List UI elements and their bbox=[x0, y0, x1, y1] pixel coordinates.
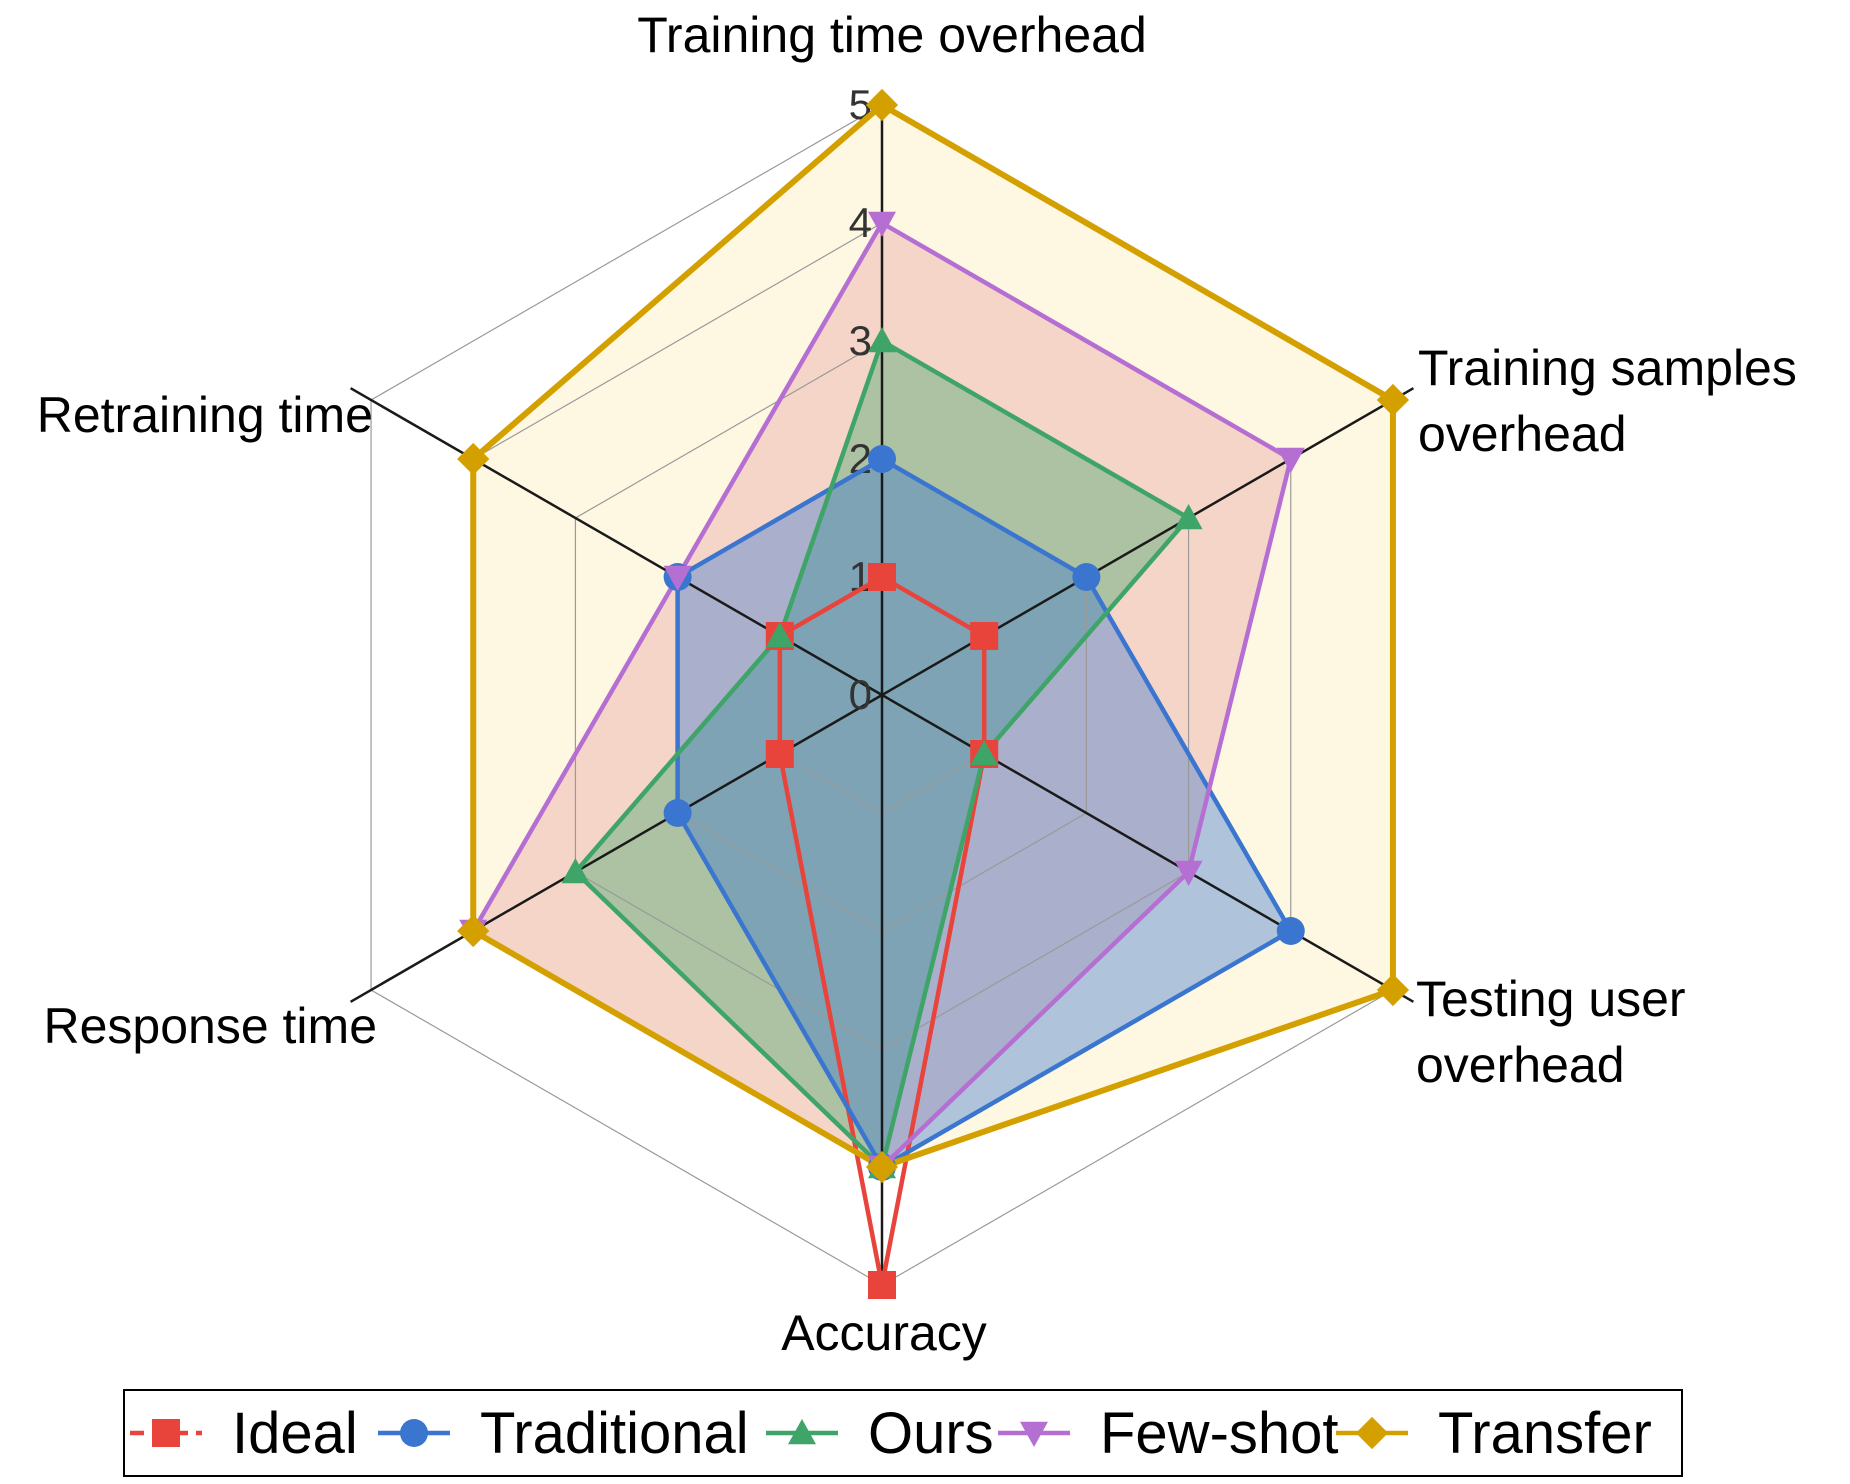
legend-label-ideal: Ideal bbox=[232, 1401, 358, 1466]
axis-labels: Training time overhead Training samples ov… bbox=[37, 7, 1797, 1361]
legend-marker-few-shot bbox=[1020, 1421, 1048, 1447]
legend-marker-transfer bbox=[1355, 1416, 1389, 1450]
data-point-transfer bbox=[1376, 383, 1410, 417]
data-point-transfer bbox=[865, 1150, 899, 1184]
data-point-traditional bbox=[1276, 917, 1305, 945]
radial-tick-label: 3 bbox=[849, 317, 872, 364]
radial-tick-label: 0 bbox=[849, 671, 872, 718]
data-point-ours bbox=[1174, 504, 1203, 530]
data-point-few-shot bbox=[1174, 860, 1203, 886]
data-point-ours bbox=[765, 622, 794, 648]
data-point-ideal bbox=[868, 563, 896, 591]
data-point-transfer bbox=[457, 442, 490, 476]
data-point-ideal bbox=[765, 740, 794, 768]
axis-label: Training samples overhead bbox=[1418, 340, 1797, 462]
series-marker-layer bbox=[457, 88, 1410, 1299]
data-point-few-shot bbox=[663, 565, 692, 591]
series-fill-transfer bbox=[473, 105, 1393, 1167]
data-point-transfer bbox=[865, 88, 899, 122]
legend-marker-traditional bbox=[400, 1419, 428, 1447]
axis-label: Response time bbox=[44, 998, 378, 1054]
data-point-ours bbox=[561, 858, 590, 884]
data-point-ours bbox=[970, 740, 999, 766]
data-point-traditional bbox=[1072, 563, 1101, 591]
legend-label-few-shot: Few-shot bbox=[1100, 1401, 1339, 1466]
legend-label-ours: Ours bbox=[868, 1401, 994, 1466]
axis-label: Retraining time bbox=[37, 387, 373, 443]
axis-label: Testing user overhead bbox=[1416, 971, 1686, 1093]
radial-tick-label: 4 bbox=[849, 199, 872, 246]
series-fill-traditional bbox=[677, 459, 1291, 1167]
legend-label-transfer: Transfer bbox=[1438, 1401, 1652, 1466]
data-point-transfer bbox=[457, 914, 490, 948]
data-point-few-shot bbox=[868, 211, 896, 237]
legend-marker-ideal bbox=[152, 1419, 180, 1447]
axis-label: Accuracy bbox=[781, 1305, 987, 1361]
data-point-traditional bbox=[663, 799, 692, 827]
data-point-ideal bbox=[970, 622, 999, 650]
legend-label-traditional: Traditional bbox=[480, 1401, 749, 1466]
data-point-transfer bbox=[1376, 973, 1410, 1007]
data-point-ours bbox=[868, 327, 896, 353]
data-point-few-shot bbox=[1276, 447, 1305, 473]
axis-label: Training time overhead bbox=[637, 7, 1147, 63]
legend: Ideal Traditional Ours Few-shot Transfer bbox=[123, 1389, 1683, 1477]
data-point-traditional bbox=[868, 445, 896, 473]
legend-marker-ours bbox=[788, 1419, 816, 1445]
data-point-ideal bbox=[868, 1271, 896, 1299]
